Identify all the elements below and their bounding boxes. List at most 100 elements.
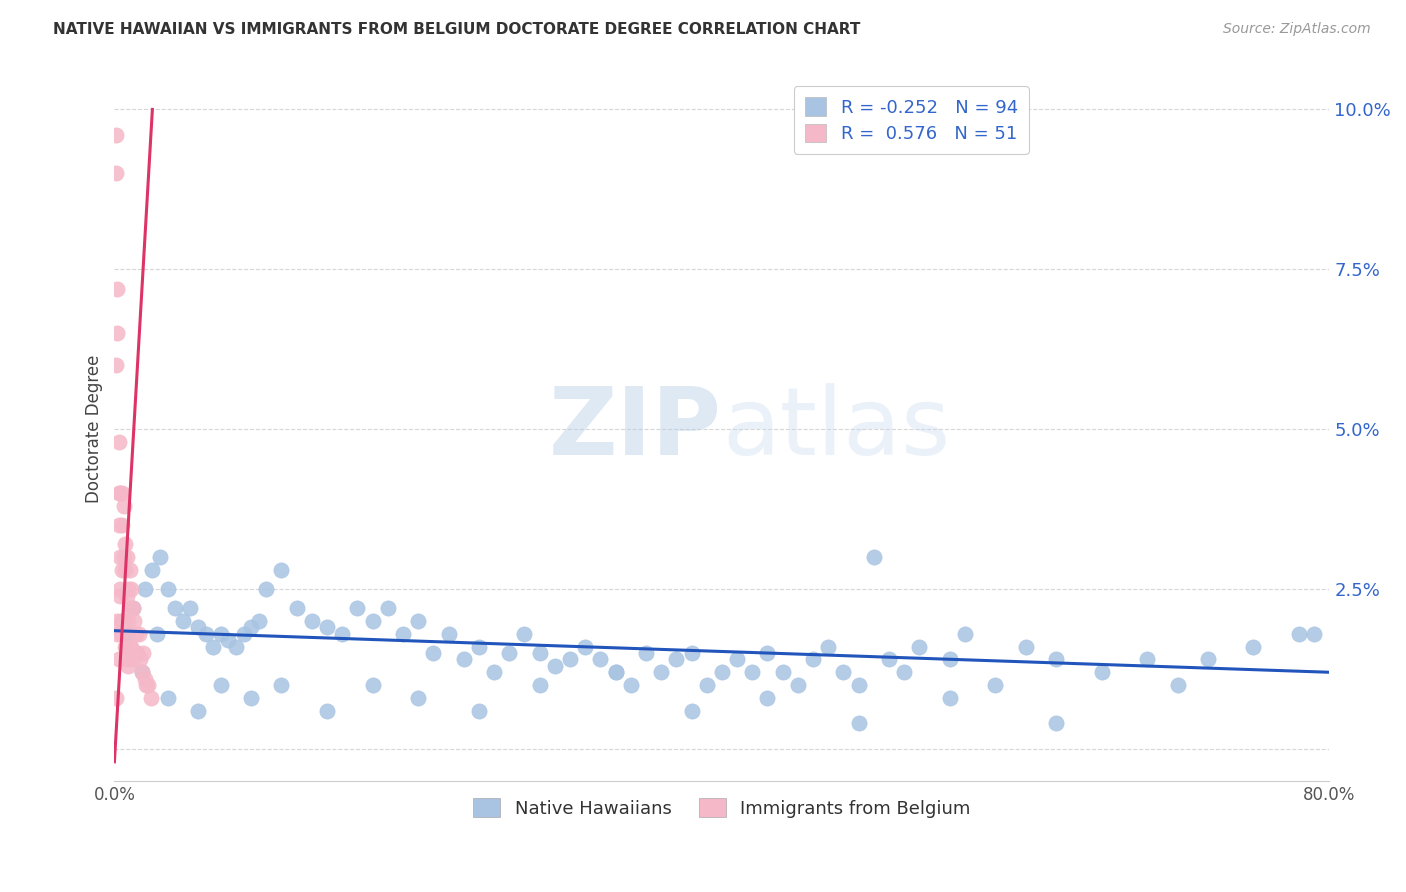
Point [437,627,460,641]
Point [194,627,217,641]
Point [156,690,179,705]
Text: ZIP: ZIP [548,384,721,475]
Point [115,627,138,641]
Point [122,614,145,628]
Point [756,646,779,660]
Point [141,563,163,577]
Point [984,678,1007,692]
Point [131,665,153,680]
Point [114,537,136,551]
Point [112,614,135,628]
Point [468,704,491,718]
Point [209,678,232,692]
Point [111,518,134,533]
Point [848,716,870,731]
Point [725,652,748,666]
Point [225,640,247,654]
Point [110,582,132,596]
Point [111,563,134,577]
Point [112,499,135,513]
Point [1303,627,1326,641]
Point [832,665,855,680]
Point [104,358,127,372]
Point [110,550,132,565]
Point [131,665,153,680]
Point [107,281,129,295]
Point [908,640,931,654]
Point [741,665,763,680]
Point [240,620,263,634]
Point [422,646,444,660]
Point [605,665,627,680]
Point [558,652,581,666]
Point [111,614,134,628]
Point [121,601,143,615]
Point [346,601,368,615]
Point [498,646,520,660]
Point [104,690,127,705]
Point [665,652,688,666]
Point [605,665,627,680]
Point [156,582,179,596]
Point [817,640,839,654]
Point [862,550,884,565]
Point [681,704,703,718]
Point [132,646,155,660]
Point [172,614,194,628]
Point [127,646,149,660]
Point [139,690,162,705]
Point [848,678,870,692]
Point [165,601,187,615]
Point [1014,640,1036,654]
Point [111,486,134,500]
Point [134,582,156,596]
Point [149,550,172,565]
Point [453,652,475,666]
Point [108,435,131,450]
Point [108,652,131,666]
Legend: Native Hawaiians, Immigrants from Belgium: Native Hawaiians, Immigrants from Belgiu… [465,791,977,825]
Point [114,640,136,654]
Point [254,582,277,596]
Point [377,601,399,615]
Point [406,614,429,628]
Point [529,678,551,692]
Point [121,601,143,615]
Point [104,128,127,142]
Point [1288,627,1310,641]
Point [114,563,136,577]
Point [392,627,415,641]
Point [893,665,915,680]
Point [574,640,596,654]
Point [681,646,703,660]
Point [710,665,733,680]
Point [179,601,201,615]
Point [316,620,339,634]
Point [209,627,232,641]
Point [285,601,308,615]
Point [801,652,824,666]
Point [120,582,142,596]
Point [217,633,239,648]
Point [146,627,169,641]
Point [1136,652,1159,666]
Point [108,486,131,500]
Text: NATIVE HAWAIIAN VS IMMIGRANTS FROM BELGIUM DOCTORATE DEGREE CORRELATION CHART: NATIVE HAWAIIAN VS IMMIGRANTS FROM BELGI… [53,22,860,37]
Point [529,646,551,660]
Point [110,589,132,603]
Point [117,658,139,673]
Point [406,690,429,705]
Point [620,678,643,692]
Point [589,652,612,666]
Point [134,672,156,686]
Point [361,614,384,628]
Point [1243,640,1265,654]
Text: Source: ZipAtlas.com: Source: ZipAtlas.com [1223,22,1371,37]
Point [1090,665,1112,680]
Point [468,640,491,654]
Point [136,678,159,692]
Point [187,620,209,634]
Point [482,665,505,680]
Point [128,627,150,641]
Point [1045,716,1067,731]
